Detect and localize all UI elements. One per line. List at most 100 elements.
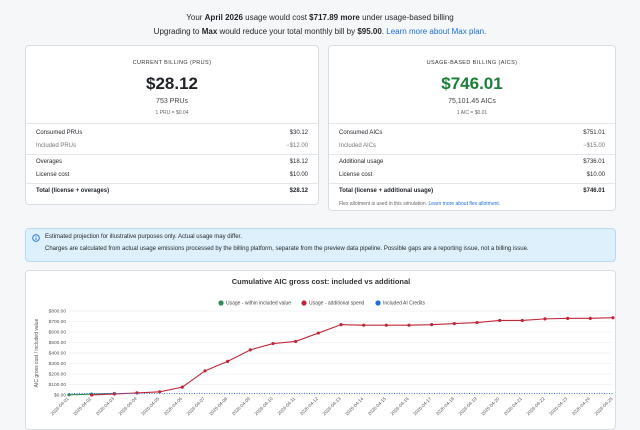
data-point xyxy=(135,391,139,395)
x-tick-label: 2026-04-16 xyxy=(390,396,410,416)
legend-label: Usage - within included value xyxy=(226,301,291,307)
data-point xyxy=(203,369,207,373)
series-line xyxy=(91,317,614,396)
data-point xyxy=(248,348,252,352)
chart-title: Cumulative AIC gross cost: included vs a… xyxy=(232,277,411,286)
amount: $28.12 xyxy=(146,74,198,93)
legend-label: Included AI Credits xyxy=(383,301,425,307)
x-tick-label: 2026-04-01 xyxy=(50,396,70,416)
data-point xyxy=(452,322,456,326)
y-tick-label: $200.00 xyxy=(49,372,67,378)
x-tick-label: 2026-04-12 xyxy=(299,396,319,416)
y-tick-label: $300.00 xyxy=(49,361,67,367)
divider xyxy=(26,123,318,124)
x-tick-label: 2026-04-19 xyxy=(458,396,478,416)
current-billing-card: CURRENT BILLING (PRUS) $28.12 753 PRUs 1… xyxy=(25,45,319,205)
y-tick-label: $500.00 xyxy=(49,340,67,346)
x-tick-label: 2026-04-21 xyxy=(503,396,523,416)
y-tick-label: $400.00 xyxy=(49,351,67,357)
x-tick-label: 2026-04-20 xyxy=(480,396,500,416)
upgrade-note: Upgrading to Max would reduce your total… xyxy=(153,27,487,36)
data-point xyxy=(112,392,116,396)
x-tick-label: 2026-04-10 xyxy=(254,396,274,416)
flex-note: Flex allotment is used in this simulatio… xyxy=(339,201,501,207)
legend-swatch xyxy=(375,300,381,306)
legend-swatch xyxy=(218,300,224,306)
data-point xyxy=(316,331,320,335)
x-tick-label: 2026-04-15 xyxy=(367,396,387,416)
data-point xyxy=(339,323,343,327)
x-tick-label: 2026-04-22 xyxy=(526,396,546,416)
x-tick-label: 2026-04-17 xyxy=(412,396,432,416)
info-line: Charges are calculated from actual usage… xyxy=(45,246,529,252)
divider xyxy=(26,154,318,155)
info-line: Estimated projection for illustrative pu… xyxy=(45,234,242,240)
x-tick-label: 2026-04-04 xyxy=(118,396,138,416)
data-point xyxy=(67,393,71,397)
x-tick-label: 2026-04-18 xyxy=(435,396,455,416)
y-tick-label: $100.00 xyxy=(49,382,67,388)
x-tick-label: 2026-04-02 xyxy=(72,396,92,416)
flex-link[interactable]: Learn more about flex allotment. xyxy=(428,201,501,207)
data-point xyxy=(158,390,162,394)
total-row: Total (license + overages) $28.12 xyxy=(36,188,308,194)
x-tick-label: 2026-04-11 xyxy=(276,396,296,416)
legend-swatch xyxy=(301,300,307,306)
x-tick-label: 2026-04-23 xyxy=(548,396,568,416)
amount: $746.01 xyxy=(441,74,503,93)
divider xyxy=(329,123,615,124)
data-point xyxy=(543,317,547,321)
row: License cost $10.00 xyxy=(36,172,308,178)
row: Included AICs −$15.00 xyxy=(339,143,605,149)
x-tick-label: 2026-04-14 xyxy=(344,396,364,416)
data-point xyxy=(430,323,434,327)
info-icon xyxy=(32,234,40,242)
caption: CURRENT BILLING (PRUS) xyxy=(132,60,212,66)
usage-billing-card: USAGE-BASED BILLING (AICS) $746.01 75,10… xyxy=(328,45,616,211)
row: Overages $18.12 xyxy=(36,159,308,165)
y-tick-label: $0.00 xyxy=(54,393,66,399)
x-tick-label: 2026-04-03 xyxy=(95,396,115,416)
chart: Cumulative AIC gross cost: included vs a… xyxy=(34,277,615,416)
data-point xyxy=(566,316,570,320)
units: 753 PRUs xyxy=(156,98,188,105)
row: License cost $10.00 xyxy=(339,172,605,178)
y-tick-label: $800.00 xyxy=(49,309,67,315)
x-tick-label: 2026-04-07 xyxy=(186,396,206,416)
total-row: Total (license + additional usage) $746.0… xyxy=(339,188,605,194)
data-point xyxy=(180,385,184,389)
y-tick-label: $700.00 xyxy=(49,319,67,325)
page: {"header":{"line1":["Your ","April 2026"… xyxy=(25,13,616,430)
data-point xyxy=(407,323,411,327)
row: Included PRUs −$12.00 xyxy=(36,143,308,149)
x-tick-label: 2026-04-06 xyxy=(163,396,183,416)
row: Consumed AICs $751.01 xyxy=(339,130,605,136)
data-point xyxy=(271,341,275,346)
x-tick-label: 2026-04-24 xyxy=(571,396,591,416)
headline: Your April 2026 usage would cost $717.89… xyxy=(186,13,454,22)
max-plan-link[interactable]: Learn more about Max plan. xyxy=(386,27,487,36)
x-tick-label: 2026-04-25 xyxy=(594,396,614,416)
units: 75,101.45 AICs xyxy=(448,98,496,105)
chart-card: Cumulative AIC gross cost: included vs a… xyxy=(25,270,616,430)
data-point xyxy=(294,339,298,344)
data-point xyxy=(475,320,479,325)
data-point xyxy=(226,359,230,363)
divider xyxy=(329,154,615,155)
y-axis-label: AIC gross cost / included value xyxy=(34,318,40,387)
divider xyxy=(26,183,318,184)
x-tick-label: 2026-04-05 xyxy=(140,396,160,416)
data-point xyxy=(588,316,592,320)
data-point xyxy=(384,323,388,327)
data-point xyxy=(362,323,366,327)
info-box: Estimated projection for illustrative pu… xyxy=(25,228,616,262)
data-point xyxy=(520,318,524,323)
x-tick-label: 2026-04-08 xyxy=(208,396,228,416)
caption: USAGE-BASED BILLING (AICS) xyxy=(426,60,518,66)
divider xyxy=(329,183,615,184)
rate: 1 AIC = $0.01 xyxy=(456,110,488,116)
legend-label: Usage - additional spend xyxy=(309,301,365,307)
row: Consumed PRUs $30.12 xyxy=(36,130,308,136)
x-tick-label: 2026-04-13 xyxy=(322,396,342,416)
rate: 1 PRU = $0.04 xyxy=(155,110,189,116)
